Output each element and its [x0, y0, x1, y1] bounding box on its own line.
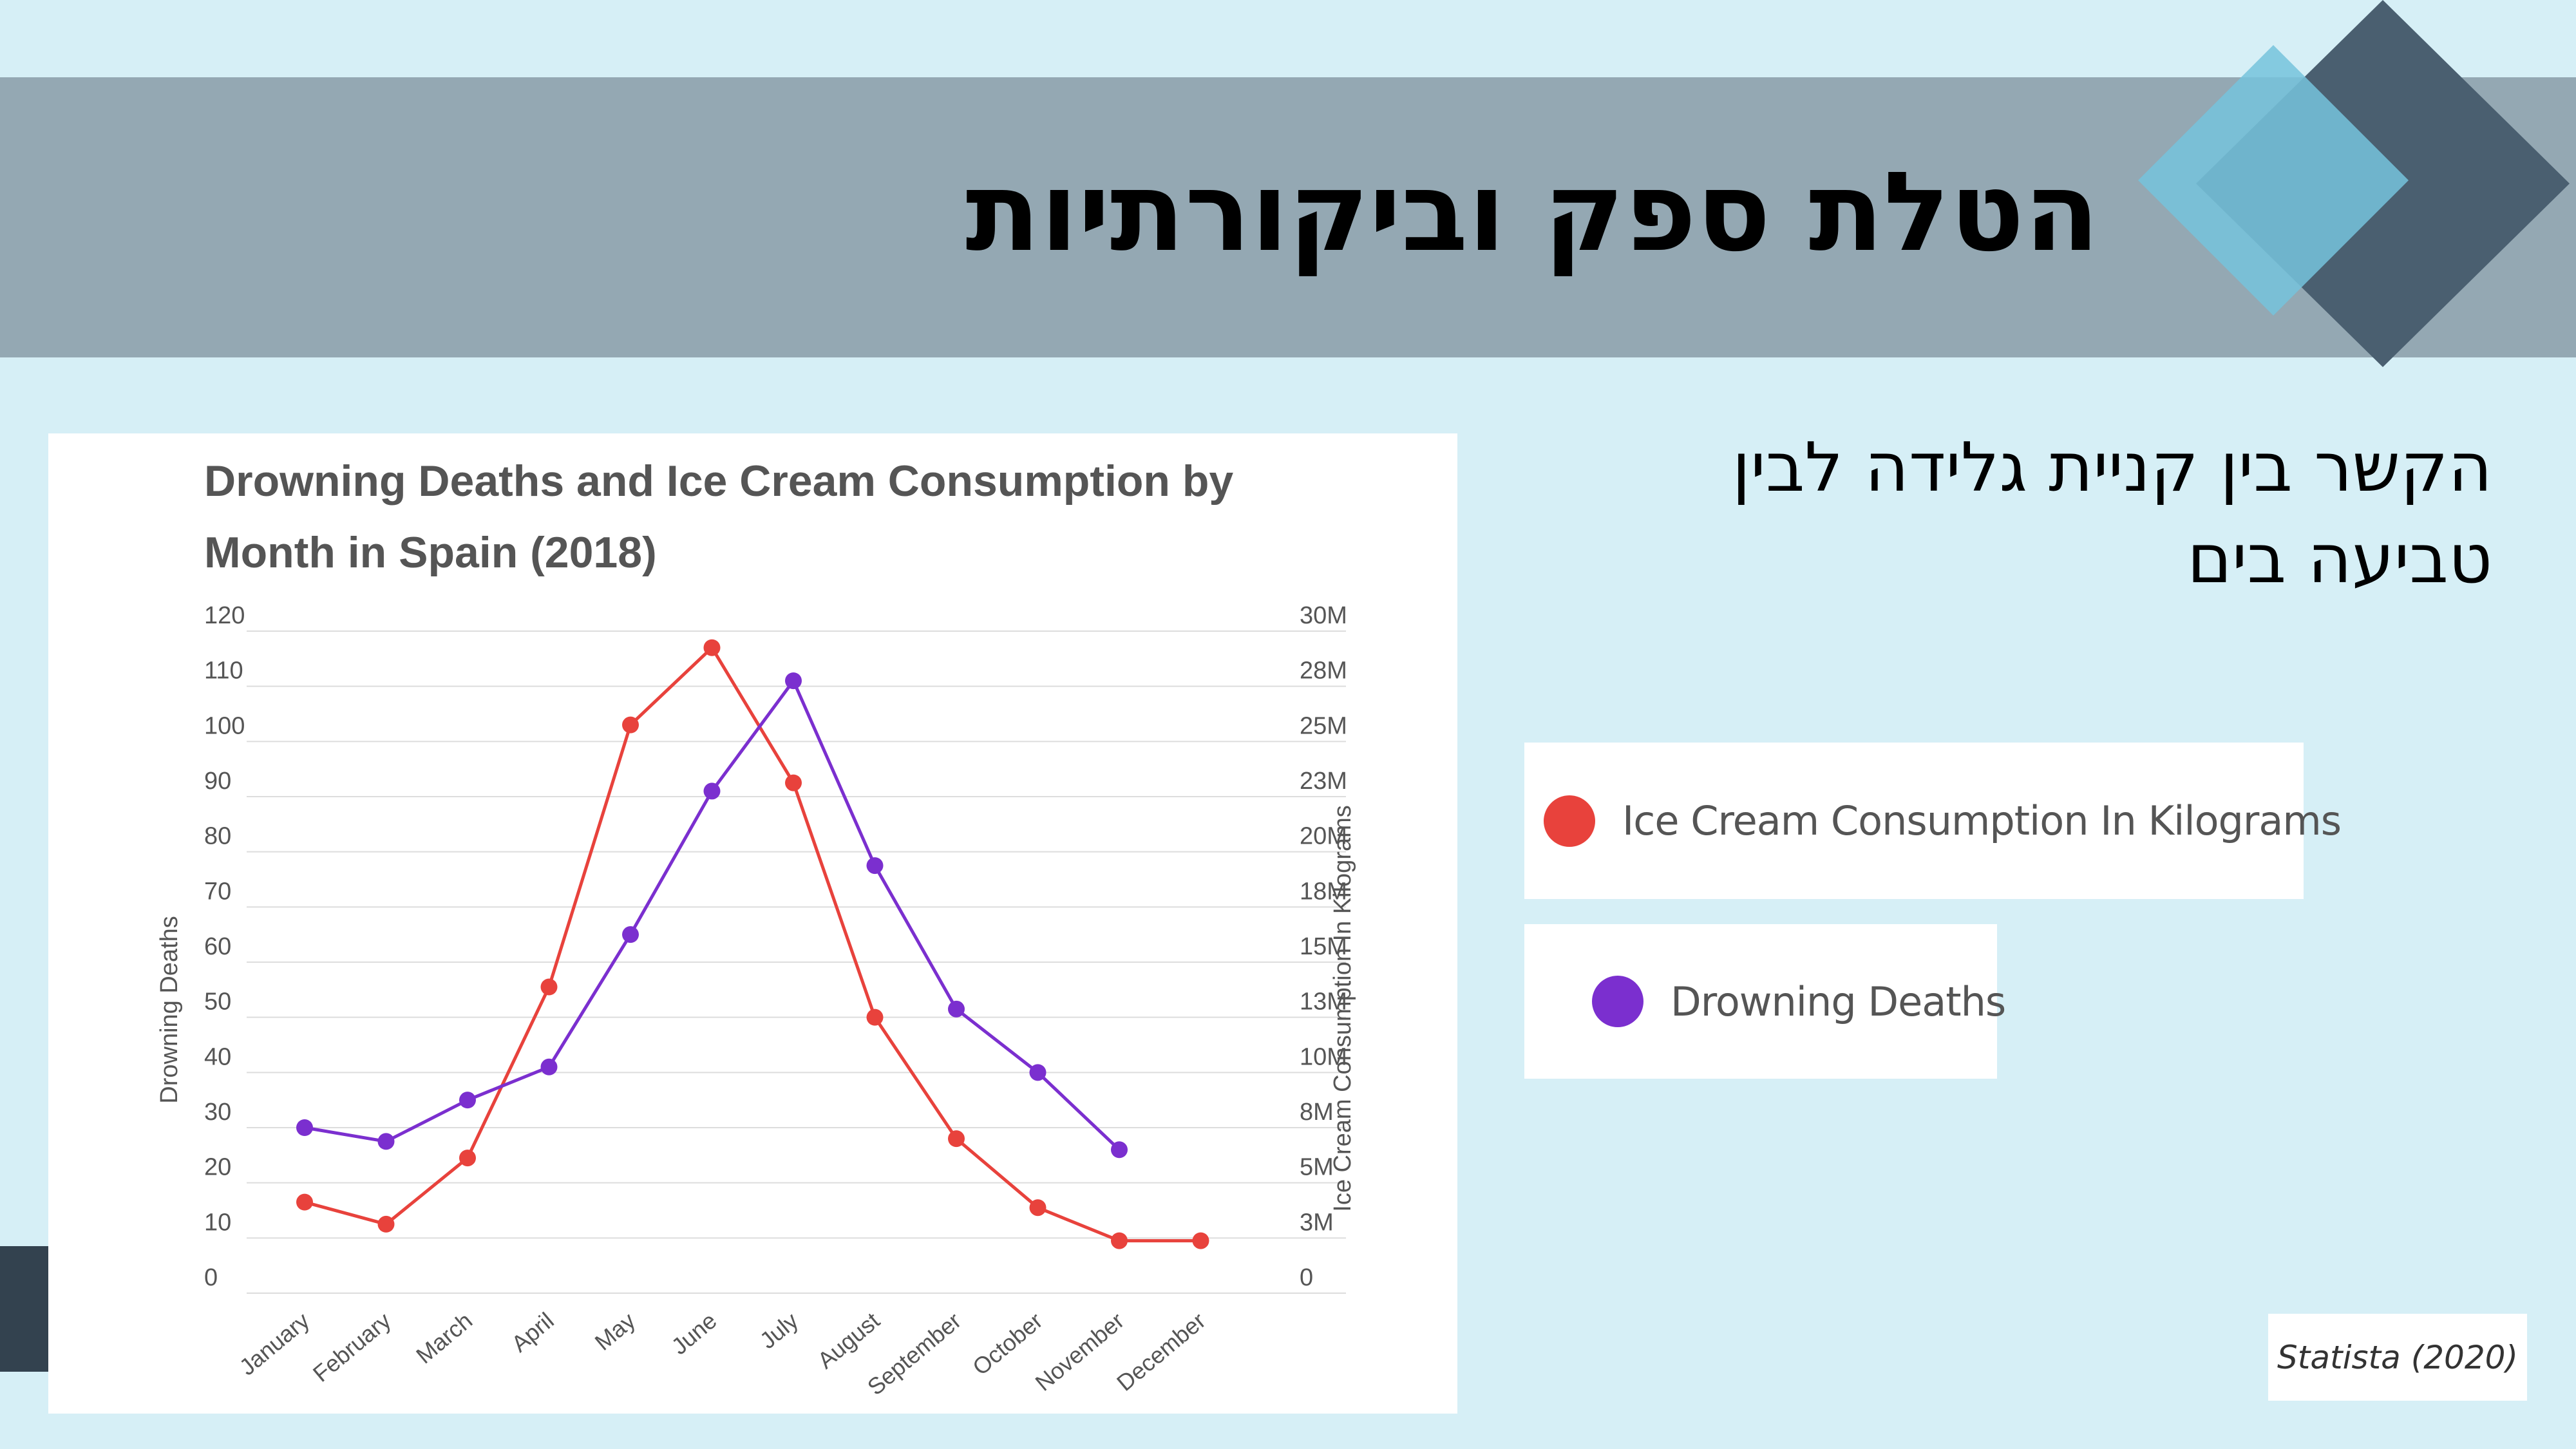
y-axis-ticks: 0 10 20 30 40 50 60 70 80 90 100 110 120 [204, 602, 245, 1291]
y-tick-label: 10 [204, 1209, 231, 1236]
y2-tick-label: 25M [1300, 712, 1347, 739]
data-point [866, 857, 884, 875]
data-point [540, 1058, 558, 1075]
data-point [1192, 1232, 1209, 1249]
x-tick-label: July [755, 1307, 803, 1354]
y2-axis-label: Ice Cream Consumption In Kilograms [1329, 805, 1356, 1211]
series-line [304, 679, 1121, 1151]
x-tick-label: November [1030, 1307, 1130, 1396]
legend-item-drowning: Drowning Deaths [1524, 924, 2006, 1079]
y2-tick-label: 8M [1300, 1099, 1334, 1126]
drowning-dot [1592, 976, 1643, 1027]
y-tick-label: 80 [204, 823, 231, 850]
x-tick-label: December [1112, 1307, 1211, 1396]
y2-tick-label: 5M [1300, 1154, 1334, 1181]
data-point [785, 774, 802, 791]
data-point [703, 782, 721, 800]
y2-axis-ticks: 0 3M 5M 8M 10M 13M 15M 18M 20M 23M 25M 28M 30M [1300, 602, 1347, 1291]
slide-title: הטלת ספק וביקורתיות [965, 149, 2099, 276]
grid-lines [247, 630, 1346, 1294]
x-tick-label: March [411, 1307, 477, 1369]
y2-tick-label: 18M [1300, 878, 1347, 905]
x-tick-label: April [506, 1307, 559, 1358]
y-tick-label: 110 [204, 658, 243, 685]
y-tick-label: 60 [204, 933, 231, 960]
y2-tick-label: 20M [1300, 823, 1347, 850]
subtitle-line-2: טביעה בים [2187, 520, 2492, 598]
slide-subtitle: הקשר בין קניית גלידה לבין טביעה בים [1591, 422, 2492, 605]
series-line [304, 646, 1201, 1243]
y2-tick-label: 13M [1300, 989, 1347, 1016]
y-tick-label: 40 [204, 1043, 231, 1070]
y2-tick-label: 15M [1300, 933, 1347, 960]
y-tick-label: 120 [204, 602, 245, 629]
legend-item-ice-cream: Ice Cream Consumption In Kilograms [1524, 743, 2342, 899]
x-tick-label: May [590, 1307, 640, 1356]
data-point [459, 1092, 476, 1109]
x-tick-label: February [308, 1307, 396, 1387]
chart-card: Drowning Deaths and Ice Cream Consumptio… [48, 433, 1457, 1414]
legend-label-drowning: Drowning Deaths [1671, 978, 2006, 1025]
x-tick-label: January [234, 1307, 314, 1381]
y2-tick-label: 23M [1300, 768, 1347, 795]
data-point [296, 1119, 313, 1136]
y-axis-label: Drowning Deaths [156, 916, 183, 1103]
source-box: Statista (2020) [2268, 1314, 2527, 1401]
chart-title-line-1: Drowning Deaths and Ice Cream Consumptio… [204, 457, 1233, 506]
data-point [622, 926, 639, 943]
y-tick-label: 100 [204, 712, 245, 739]
series-group [296, 639, 1209, 1249]
y-tick-label: 70 [204, 878, 231, 905]
data-point [703, 639, 721, 656]
data-point [296, 1193, 313, 1211]
data-point [1111, 1232, 1128, 1249]
y2-tick-label: 3M [1300, 1209, 1334, 1236]
data-point [948, 1130, 965, 1148]
data-point [1029, 1064, 1046, 1081]
legend-label-ice-cream: Ice Cream Consumption In Kilograms [1622, 797, 2342, 844]
data-point [622, 716, 639, 734]
y2-tick-label: 30M [1300, 602, 1347, 629]
source-citation: Statista (2020) [2277, 1338, 2518, 1376]
left-edge-tab [0, 1246, 48, 1372]
y-tick-label: 20 [204, 1154, 231, 1181]
chart-svg: Drowning Deaths and Ice Cream Consumptio… [156, 457, 1356, 1401]
y2-tick-label: 10M [1300, 1043, 1347, 1070]
y-tick-label: 30 [204, 1099, 231, 1126]
x-tick-label: June [666, 1307, 721, 1360]
data-point [866, 1009, 884, 1026]
x-tick-label: October [967, 1307, 1047, 1381]
y2-tick-label: 0 [1300, 1264, 1313, 1291]
data-point [459, 1150, 476, 1167]
subtitle-line-1: הקשר בין קניית גלידה לבין [1732, 428, 2492, 507]
y-tick-label: 90 [204, 768, 231, 795]
data-point [377, 1133, 395, 1150]
data-point [1111, 1141, 1128, 1159]
ice-cream-dot [1544, 795, 1595, 847]
data-point [948, 1000, 965, 1018]
y2-tick-label: 28M [1300, 658, 1347, 685]
y-tick-label: 0 [204, 1264, 218, 1291]
data-point [377, 1215, 395, 1233]
x-tick-label: August [812, 1307, 884, 1374]
chart-title-line-2: Month in Spain (2018) [204, 528, 657, 577]
data-point [540, 978, 558, 996]
data-point [785, 672, 802, 690]
data-point [1029, 1199, 1046, 1217]
y-tick-label: 50 [204, 989, 231, 1016]
